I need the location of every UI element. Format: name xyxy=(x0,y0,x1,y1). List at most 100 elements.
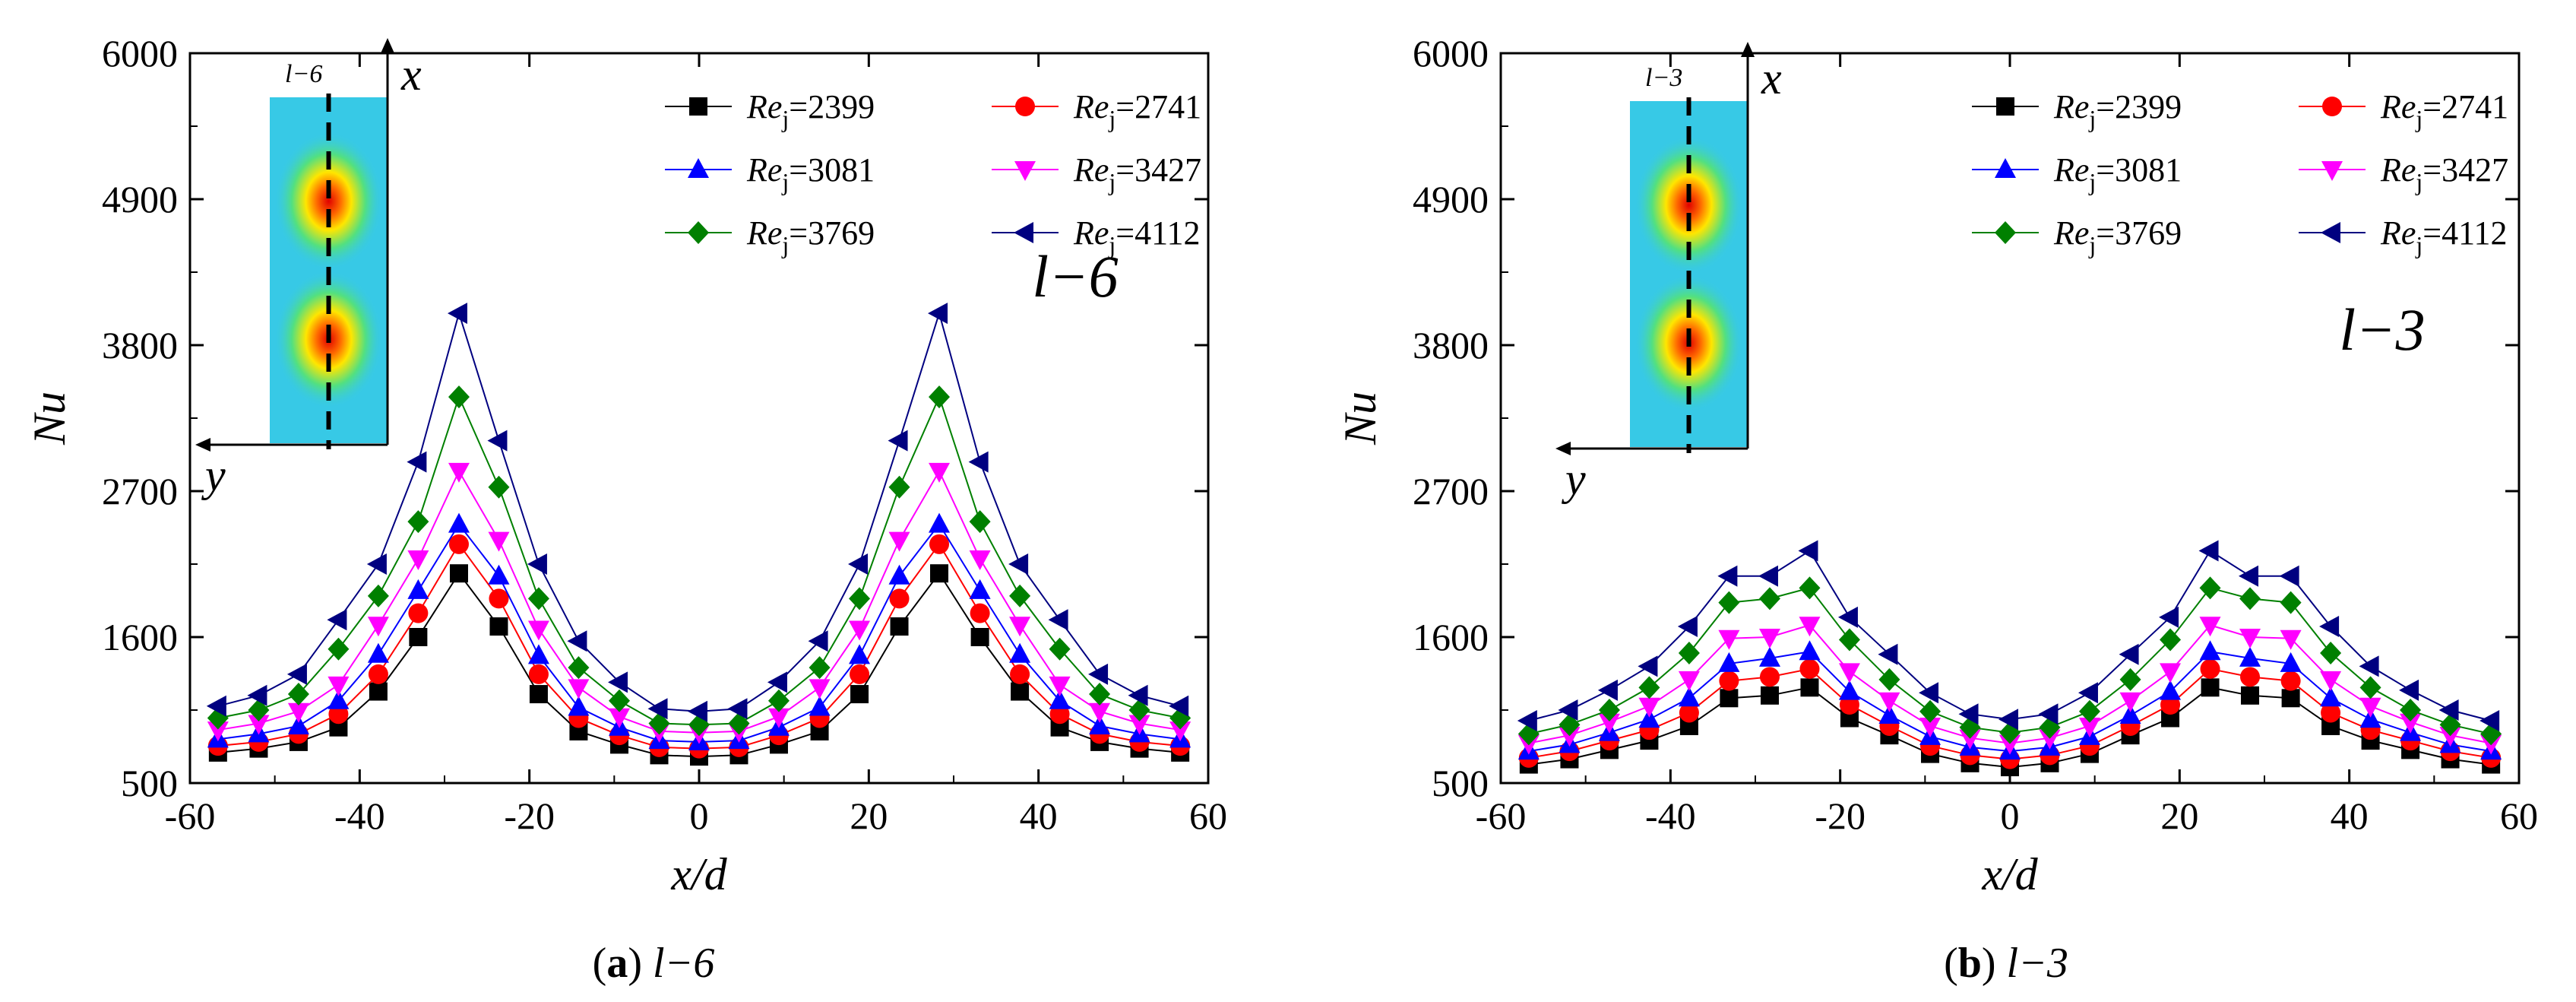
data-point-4112 xyxy=(1128,684,1148,706)
data-point-4112 xyxy=(888,430,908,452)
x-tick-label: 60 xyxy=(1189,794,1227,837)
legend: Rej=2399 Rej=2741 Rej=3081 Rej=3427 Rej=3769… xyxy=(665,88,1201,258)
data-point-3081 xyxy=(2359,708,2381,728)
legend-marker-3769 xyxy=(1995,221,2016,244)
data-point-2399 xyxy=(449,564,468,583)
data-point-3081 xyxy=(1009,642,1031,663)
inset-y-arrow-icon xyxy=(195,438,210,452)
y-tick-label: 4900 xyxy=(102,178,178,220)
data-point-3427 xyxy=(448,462,470,483)
y-tick-label: 2700 xyxy=(102,470,178,512)
x-axis-label: x/d xyxy=(1981,849,2038,899)
data-point-2741 xyxy=(408,603,429,623)
data-point-3081 xyxy=(1678,686,1700,707)
data-point-2741 xyxy=(1679,702,1699,723)
series-line-4112 xyxy=(1528,550,2492,721)
data-point-3081 xyxy=(2320,686,2342,707)
data-point-4112 xyxy=(1677,616,1698,638)
data-point-3081 xyxy=(568,696,590,716)
legend-marker-2399 xyxy=(689,97,707,116)
legend-marker-3081 xyxy=(688,158,709,178)
data-point-2399 xyxy=(529,685,548,704)
data-point-2399 xyxy=(2241,686,2260,705)
data-point-4112 xyxy=(247,684,267,706)
data-point-3427 xyxy=(609,708,631,728)
data-point-2741 xyxy=(528,664,549,684)
data-point-3427 xyxy=(2239,629,2261,648)
data-point-2741 xyxy=(970,603,990,623)
y-axis-label: Nu xyxy=(24,392,74,446)
data-point-3081 xyxy=(2280,652,2302,672)
panel-a: -60 -40 -20 0 20 40 60 500 1600 2700 3800 4900 6000 x… xyxy=(24,32,1227,987)
data-point-3769 xyxy=(2119,667,2141,691)
data-point-3427 xyxy=(2400,713,2422,734)
data-point-4112 xyxy=(2078,682,2098,704)
data-point-4112 xyxy=(447,303,467,325)
data-point-2741 xyxy=(2200,658,2220,679)
panel-b: -60 -40 -20 0 20 40 60 500 1600 2700 3800 4900 6000 x… xyxy=(1335,32,2538,987)
data-point-2741 xyxy=(2321,702,2341,723)
inset-hotspot-1 xyxy=(1635,135,1743,274)
data-point-3769 xyxy=(2280,591,2302,614)
data-point-4112 xyxy=(286,663,307,685)
data-point-3427 xyxy=(849,620,871,641)
data-point-4112 xyxy=(2159,606,2179,628)
y-tick-label: 500 xyxy=(1432,762,1489,804)
data-point-3769 xyxy=(1678,641,1700,664)
data-point-3427 xyxy=(1959,729,1981,750)
data-point-3769 xyxy=(809,656,831,680)
data-point-3081 xyxy=(2199,640,2221,661)
data-point-3427 xyxy=(1128,715,1150,735)
x-tick-label: -40 xyxy=(1645,794,1696,837)
legend-marker-3769 xyxy=(688,221,709,244)
data-point-3769 xyxy=(407,510,429,534)
data-point-4112 xyxy=(206,695,226,717)
data-point-3769 xyxy=(1049,637,1071,661)
data-point-3769 xyxy=(328,637,350,661)
data-point-3769 xyxy=(2400,699,2422,721)
series-line-3769 xyxy=(217,395,1181,726)
data-point-3769 xyxy=(2359,676,2381,699)
data-point-2741 xyxy=(850,664,870,684)
y-tick-label: 500 xyxy=(121,762,178,804)
data-point-3427 xyxy=(1089,702,1111,723)
data-point-3427 xyxy=(1838,663,1860,683)
data-point-3081 xyxy=(367,642,389,663)
data-point-3427 xyxy=(488,531,510,552)
data-point-4112 xyxy=(928,303,948,325)
x-axis-label: x/d xyxy=(670,849,727,899)
data-point-4112 xyxy=(2119,643,2139,665)
inset-line-label: l−3 xyxy=(1645,64,1682,92)
data-point-4112 xyxy=(608,671,628,693)
data-point-4112 xyxy=(1717,565,1738,587)
data-point-4112 xyxy=(407,451,427,473)
legend-label-3081: Rej=3081 xyxy=(2053,151,2182,195)
data-point-3769 xyxy=(2239,587,2261,610)
data-point-2399 xyxy=(369,682,388,701)
x-tick-label: 20 xyxy=(850,794,888,837)
data-point-4112 xyxy=(2479,709,2500,731)
legend-label-2399: Rej=2399 xyxy=(2053,88,2182,132)
data-point-3081 xyxy=(407,579,429,599)
data-point-3081 xyxy=(1718,652,1740,672)
x-tick-label: 40 xyxy=(1020,794,1058,837)
data-point-3427 xyxy=(1598,713,1620,734)
data-point-3081 xyxy=(1049,689,1071,709)
data-point-3427 xyxy=(969,550,991,571)
data-point-2741 xyxy=(368,664,388,684)
data-point-3769 xyxy=(1638,676,1660,699)
data-point-3081 xyxy=(287,714,309,734)
inset-line-label: l−6 xyxy=(285,60,322,88)
legend-marker-4112 xyxy=(2321,222,2340,243)
data-point-3427 xyxy=(1638,697,1660,718)
data-point-4112 xyxy=(1558,699,1578,721)
data-point-3427 xyxy=(2359,697,2381,718)
inset-hotspot-1 xyxy=(274,132,383,271)
data-point-3427 xyxy=(2039,729,2061,750)
data-point-3427 xyxy=(2320,671,2342,691)
data-point-2399 xyxy=(890,617,909,636)
legend-label-2741: Rej=2741 xyxy=(1073,88,1201,132)
data-point-3769 xyxy=(367,584,389,607)
data-point-4112 xyxy=(1958,703,1979,725)
